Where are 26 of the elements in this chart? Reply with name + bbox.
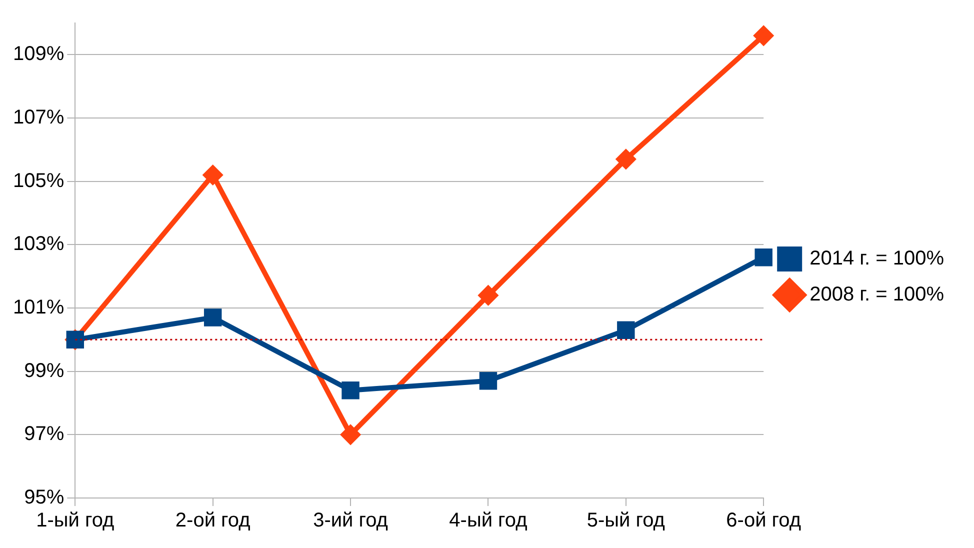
point <box>754 248 772 266</box>
x-tick-label: 5-ый год <box>586 510 666 532</box>
y-tick-label: 103% <box>12 233 64 256</box>
y-tick-label: 109% <box>12 43 64 66</box>
point <box>341 425 360 444</box>
x-tick-label: 1-ый год <box>36 510 115 532</box>
legend-label: 2014 г. = 100% <box>810 248 944 270</box>
x-tick-label: 3-ий год <box>313 510 388 532</box>
y-tick-label: 99% <box>24 360 64 382</box>
x-tick-label: 2-ой год <box>175 510 251 532</box>
point <box>203 166 222 184</box>
point <box>342 381 360 400</box>
y-tick-label: 101% <box>12 296 64 319</box>
y-tick-label: 97% <box>24 423 64 446</box>
x-tick-label: 6-ой год <box>726 510 802 532</box>
point <box>617 321 635 340</box>
y-tick-label: 95% <box>24 486 64 509</box>
point <box>478 286 498 305</box>
point <box>616 150 636 169</box>
y-tick-label: 107% <box>12 106 64 129</box>
x-tick-label: 4-ый год <box>449 510 528 532</box>
y-tick-label: 105% <box>12 170 64 192</box>
legend-label: 2008 г. = 100% <box>810 284 944 306</box>
point <box>204 308 222 326</box>
point <box>754 26 774 46</box>
point <box>479 372 498 390</box>
